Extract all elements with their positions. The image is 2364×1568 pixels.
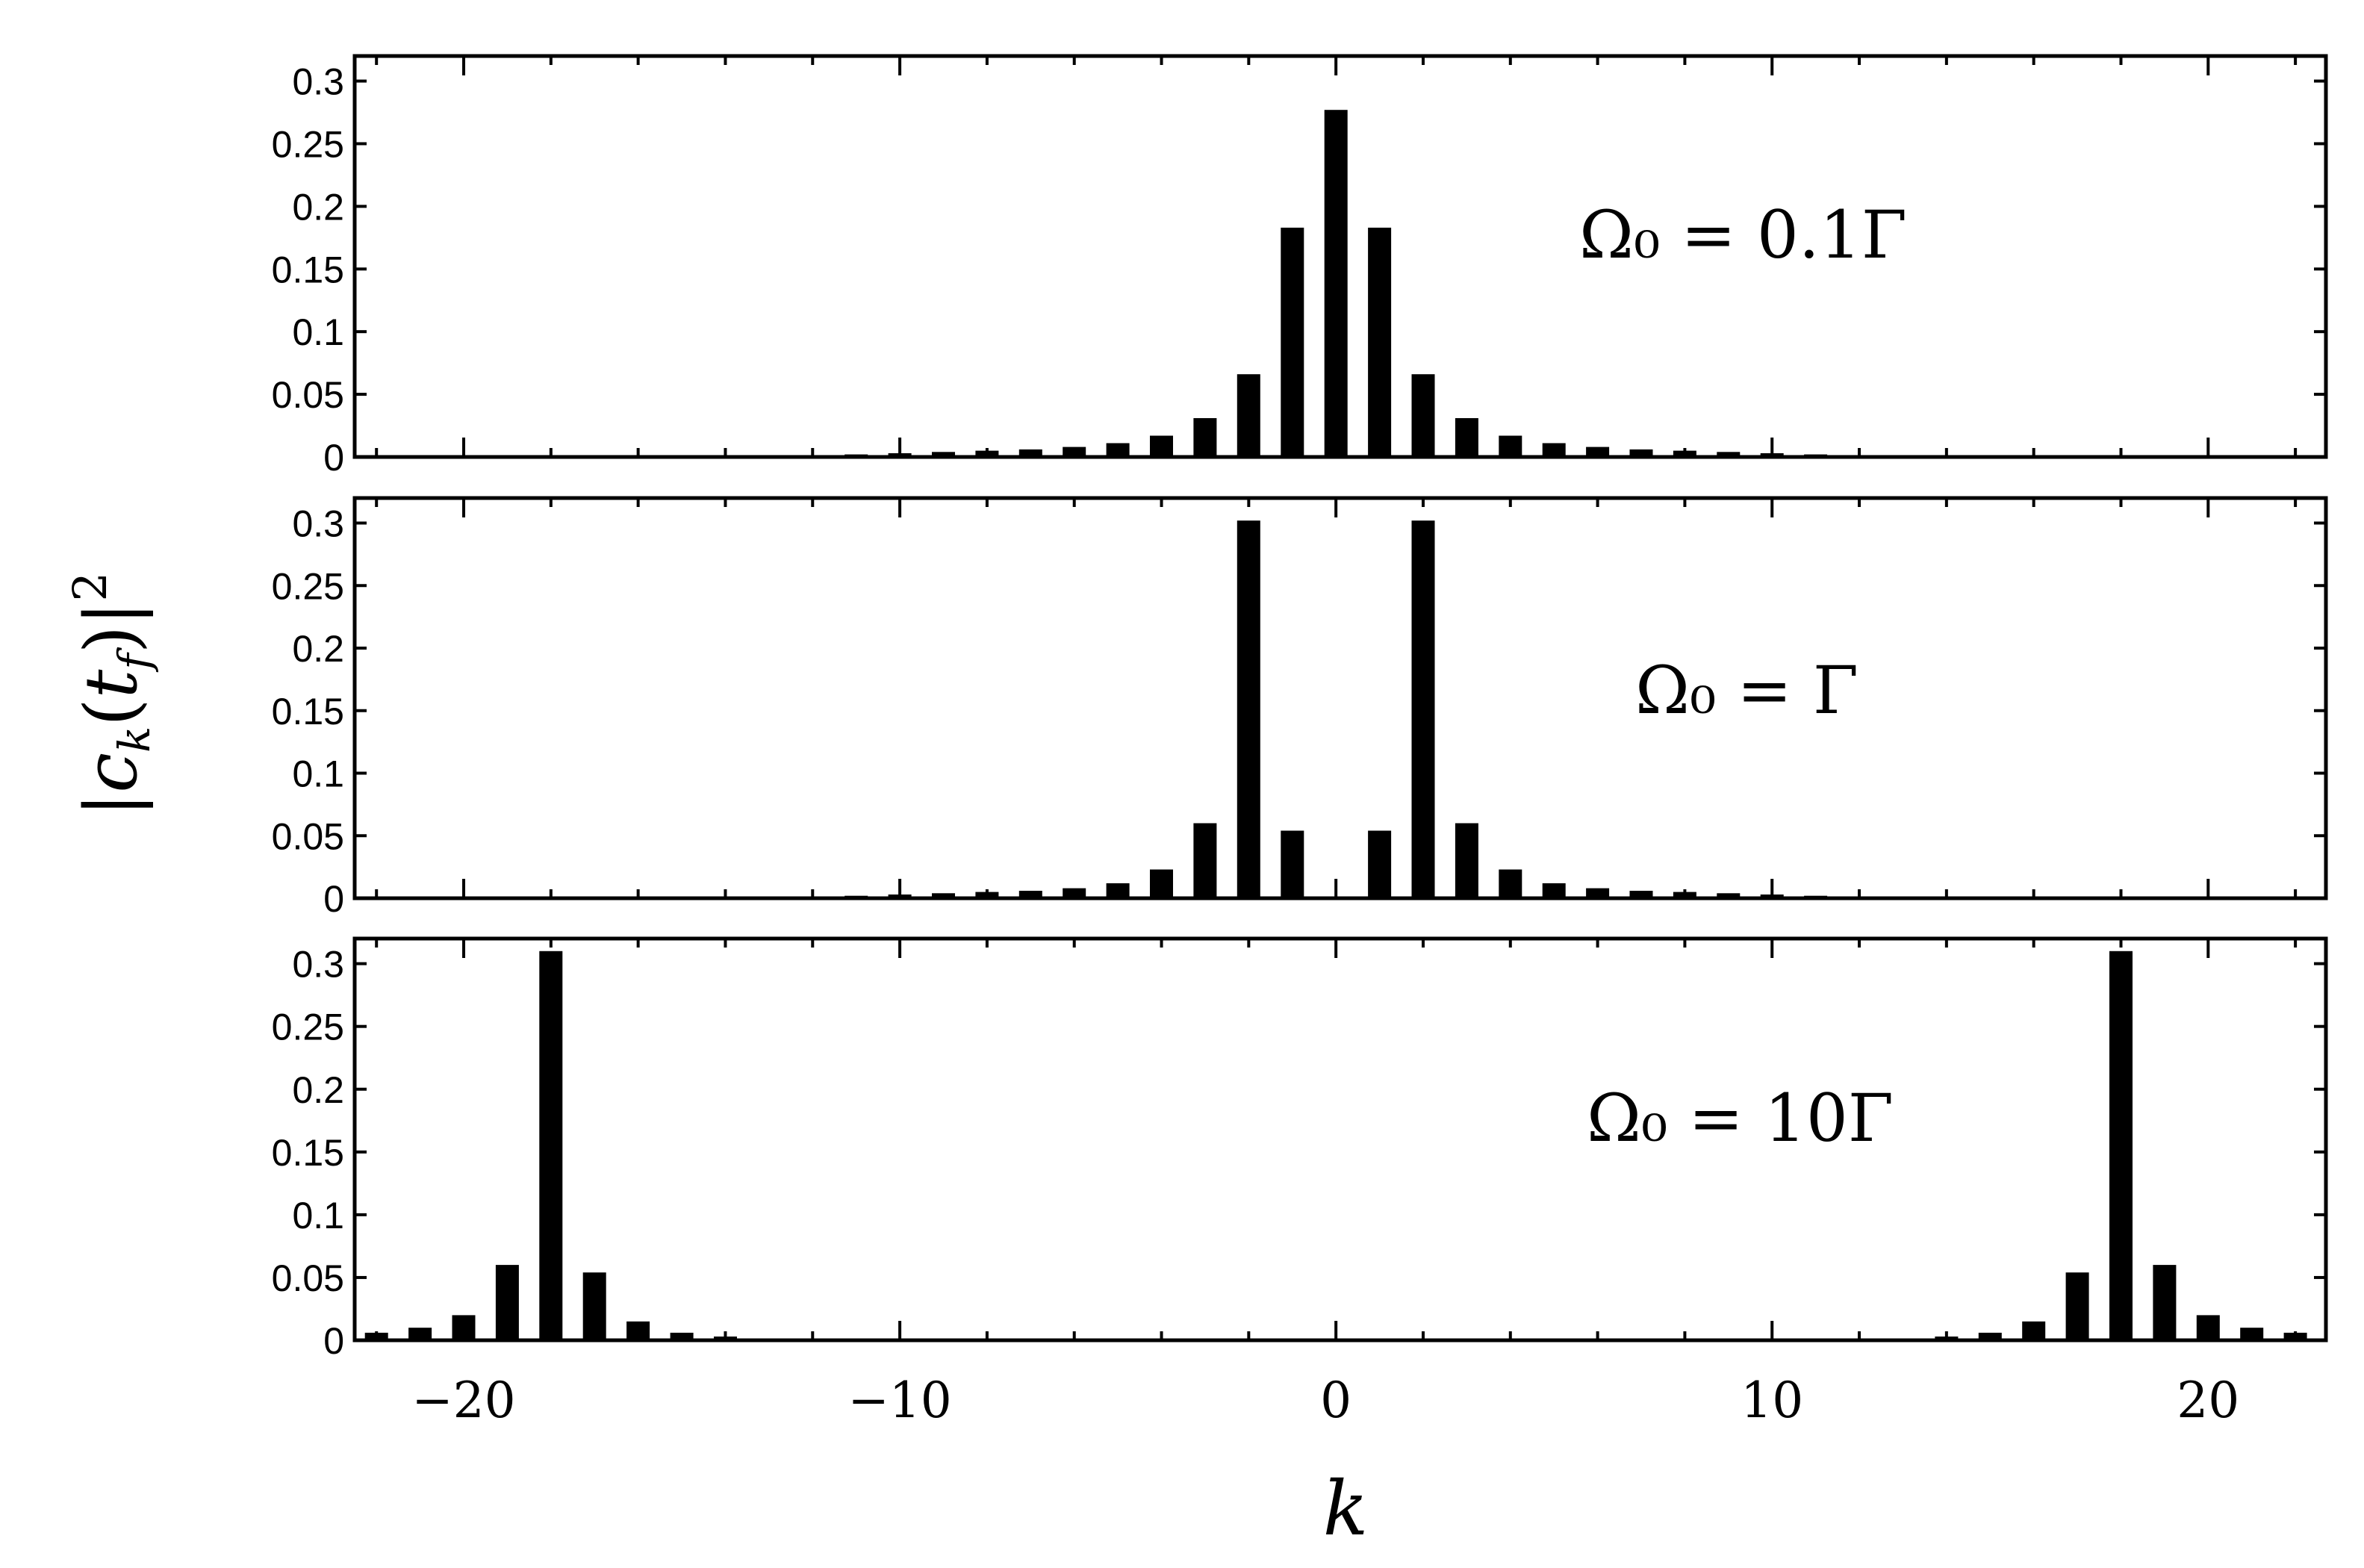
y-tick-label: 0.25	[272, 565, 344, 607]
panel-1: 0 0.05 0.1 0.15 0.2 0.25 0.3 Ω₀ = 0.1Γ	[272, 54, 2328, 479]
panel-label: Ω₀ = 10Γ	[1587, 1080, 1894, 1157]
y-tick-label: 0.15	[272, 1132, 344, 1174]
bar-k-19	[2153, 1265, 2177, 1340]
y-tick-label: 0.2	[292, 1069, 344, 1111]
x-tick-label: 10	[1741, 1372, 1803, 1429]
panel-2: 0 0.05 0.1 0.15 0.2 0.25 0.3 Ω₀ = Γ	[272, 496, 2328, 920]
y-tick-label: 0.05	[272, 374, 344, 416]
bar-k--7	[1018, 449, 1042, 457]
y-tick-label: 0	[323, 878, 344, 920]
bar-k--7	[1018, 891, 1042, 898]
x-axis-title: k	[1323, 1465, 1369, 1552]
bar-k--3	[1193, 418, 1217, 457]
y-tick-label: 0.3	[292, 944, 344, 986]
x-tick-label: 0	[1320, 1372, 1351, 1429]
y-tick-label: 0	[323, 437, 344, 479]
bar-k-2	[1411, 374, 1435, 457]
y-tick-label: 0.2	[292, 186, 344, 228]
y-tick-label: 0.3	[292, 503, 344, 545]
x-tick-label: −10	[847, 1372, 951, 1429]
y-tick-label: 0.3	[292, 61, 344, 103]
bar-k--1	[1281, 830, 1304, 898]
bar-k--3	[1193, 823, 1217, 898]
y-tick-label: 0.1	[292, 1195, 344, 1236]
bar-k-17	[2065, 1272, 2089, 1340]
bar-k-9	[1717, 893, 1741, 898]
y-tick-label: 0	[323, 1320, 344, 1362]
y-tick-label: 0.05	[272, 815, 344, 857]
bar-k--5	[1106, 883, 1130, 898]
bar-k--9	[932, 893, 955, 898]
plot-frame	[352, 54, 2328, 459]
bar-k-0	[1324, 110, 1348, 457]
bar-k--9	[932, 452, 955, 457]
bar-k-7	[1629, 449, 1653, 457]
bar-k--2	[1237, 520, 1260, 898]
bar-k-3	[1455, 823, 1478, 898]
y-tick-label: 0.1	[292, 311, 344, 353]
plot-frame	[352, 496, 2328, 900]
bar-k--2	[1237, 374, 1260, 457]
panel-3: 0 0.05 0.1 0.15 0.2 0.25 0.3 Ω₀ = 10Γ	[272, 936, 2328, 1362]
y-tick-label: 0.25	[272, 1007, 344, 1048]
bar-k-21	[2240, 1328, 2264, 1340]
panel-label: Ω₀ = 0.1Γ	[1579, 196, 1907, 273]
y-tick-label: 0.1	[292, 753, 344, 795]
x-tick-label: 20	[2177, 1372, 2239, 1429]
svg-text:|ck(tf)|2: |ck(tf)|2	[63, 572, 160, 817]
y-tick-label: 0.15	[272, 249, 344, 290]
bar-k-1	[1368, 227, 1392, 457]
bar-k--5	[1106, 443, 1130, 457]
bar-k--18	[539, 951, 563, 1340]
bar-k-7	[1629, 891, 1653, 898]
bar-k-3	[1455, 418, 1478, 457]
bar-k-5	[1542, 443, 1566, 457]
panel-label: Ω₀ = Γ	[1635, 652, 1858, 729]
bar-k--15	[670, 1332, 694, 1340]
bar-k--17	[582, 1272, 606, 1340]
bar-k--21	[408, 1328, 432, 1340]
y-tick-label: 0.05	[272, 1257, 344, 1299]
y-tick-label: 0.15	[272, 691, 344, 732]
bar-k-1	[1368, 830, 1392, 898]
plot-frame	[352, 936, 2328, 1343]
bar-k-15	[1978, 1332, 2002, 1340]
y-axis-title: |ck(tf)|2	[63, 572, 160, 817]
y-tick-label: 0.2	[292, 628, 344, 670]
y-tick-label: 0.25	[272, 123, 344, 165]
bar-k-9	[1717, 452, 1741, 457]
bar-k-2	[1411, 520, 1435, 898]
x-tick-label: −20	[411, 1372, 515, 1429]
bar-k-5	[1542, 883, 1566, 898]
bar-k--1	[1281, 227, 1304, 457]
bar-k-18	[2109, 951, 2133, 1340]
bar-k--19	[495, 1265, 519, 1340]
